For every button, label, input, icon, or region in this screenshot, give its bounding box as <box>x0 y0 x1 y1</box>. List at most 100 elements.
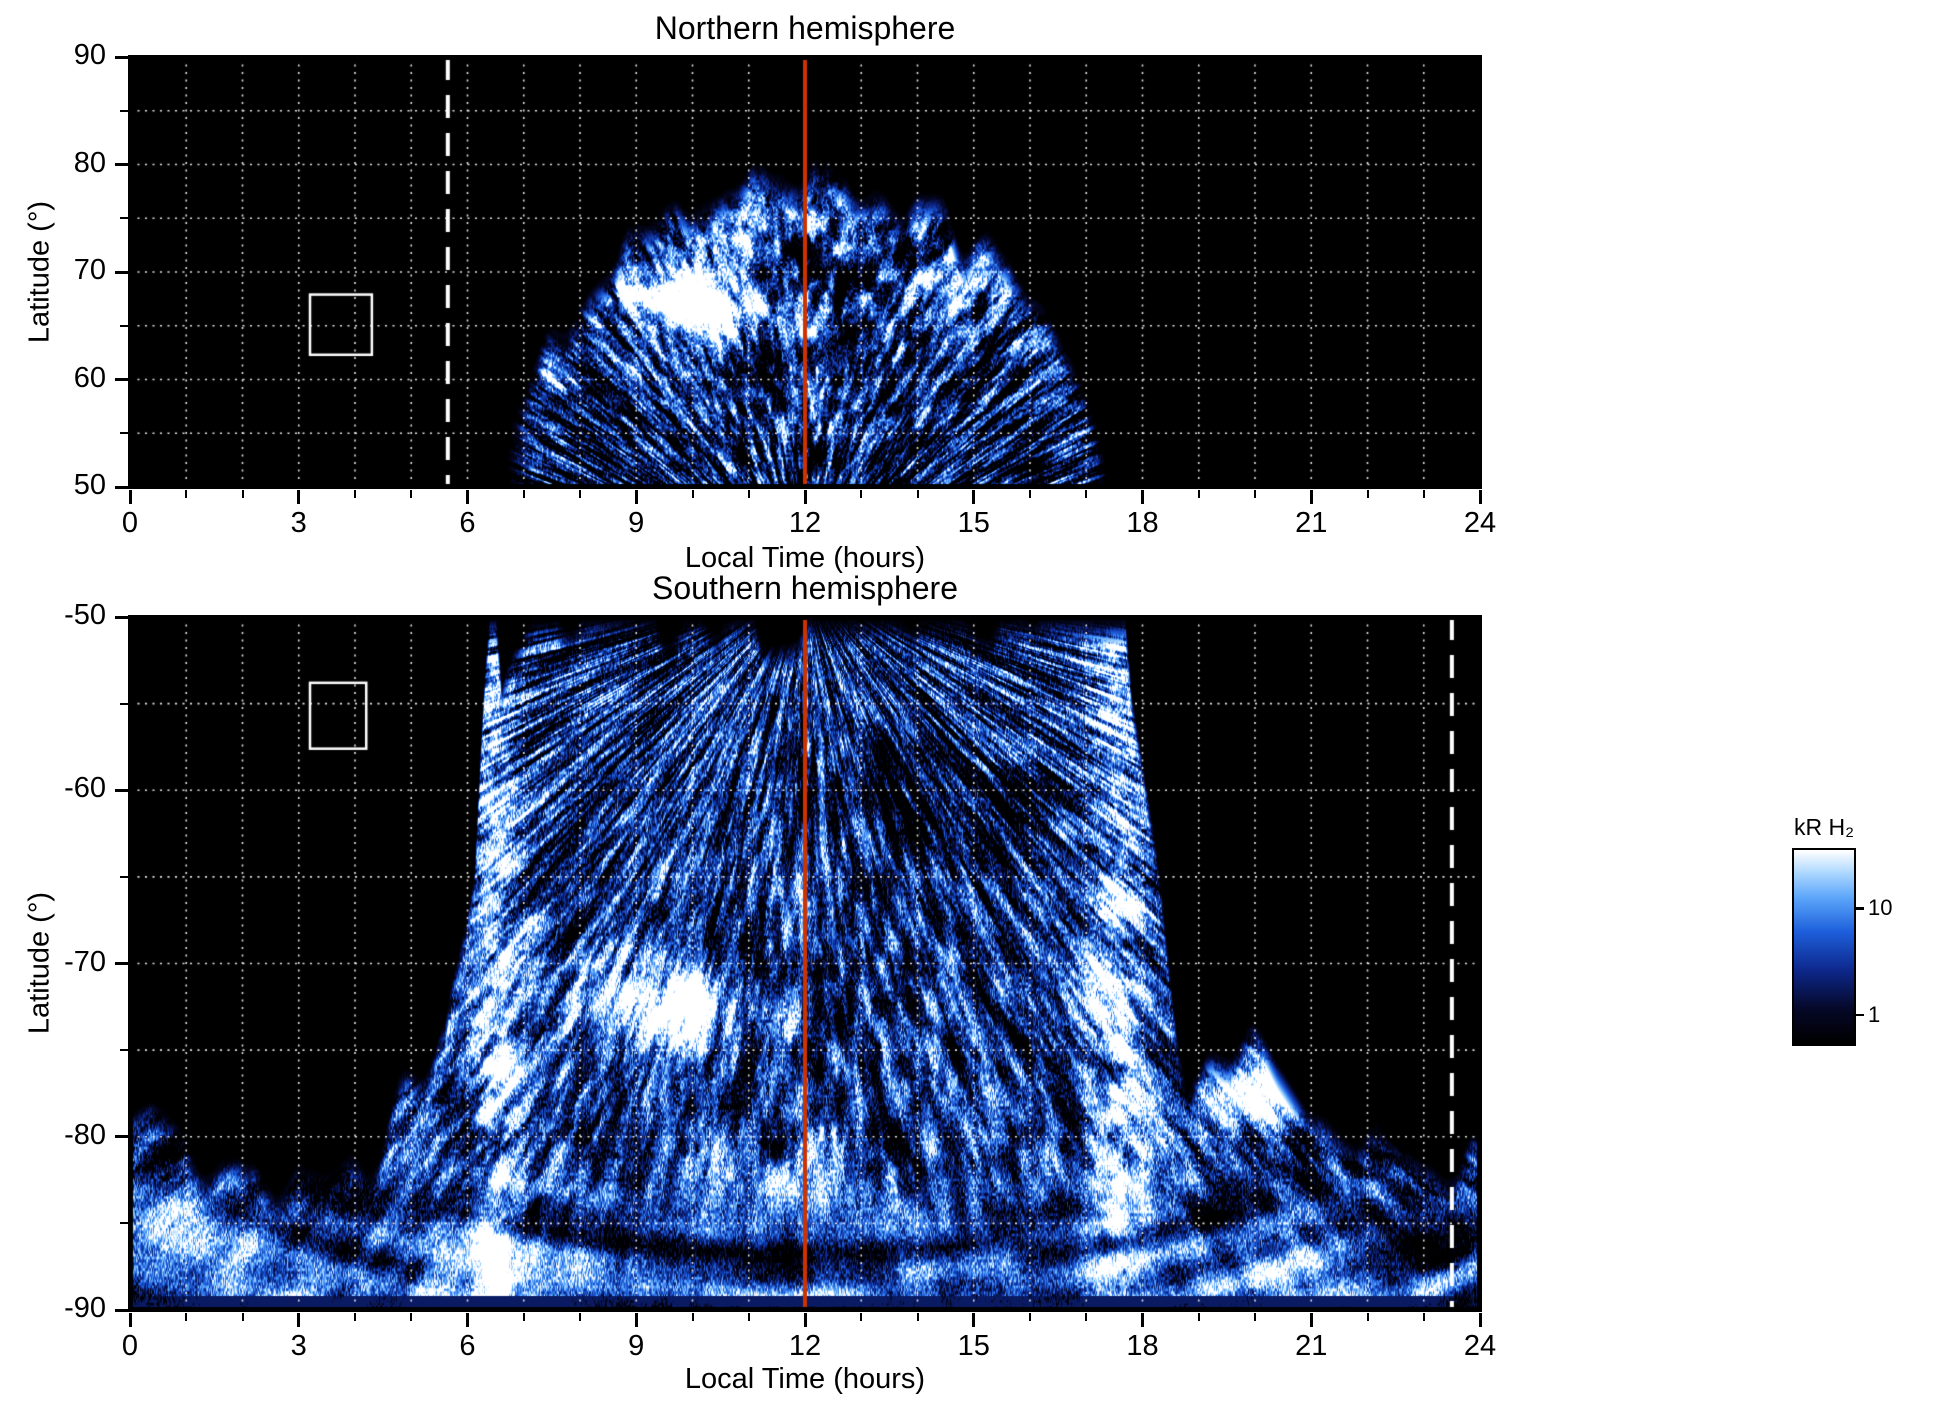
x-minor-tick <box>185 1313 188 1321</box>
x-major-tick <box>1478 490 1482 504</box>
north-panel-title: Northern hemisphere <box>654 10 956 46</box>
x-tick-label: 24 <box>1463 507 1497 539</box>
y-major-tick <box>115 378 129 381</box>
x-minor-tick <box>579 1313 581 1321</box>
y-tick-label: 70 <box>73 254 106 287</box>
x-minor-tick <box>1422 1313 1425 1321</box>
x-major-tick <box>972 1313 976 1327</box>
x-minor-tick <box>1422 490 1425 498</box>
x-tick-label: 9 <box>628 1330 645 1362</box>
colorbar-title: kR H₂ <box>1793 814 1855 840</box>
x-minor-tick <box>185 490 188 498</box>
x-tick-label: 6 <box>459 507 476 539</box>
x-minor-tick <box>691 490 694 498</box>
x-major-tick <box>634 1313 638 1327</box>
x-minor-tick <box>747 490 750 498</box>
x-minor-tick <box>1029 1313 1031 1321</box>
x-minor-tick <box>354 1313 356 1321</box>
x-major-tick <box>466 1313 469 1327</box>
y-tick-label: -90 <box>64 1292 106 1325</box>
x-major-tick <box>297 1313 301 1327</box>
y-tick-label: -60 <box>64 772 106 805</box>
x-tick-label: 12 <box>788 1330 822 1362</box>
y-major-tick <box>115 1135 129 1139</box>
x-tick-label: 3 <box>290 507 307 539</box>
y-tick-label: 90 <box>73 39 106 72</box>
y-minor-tick <box>120 1049 129 1052</box>
x-tick-label: 18 <box>1126 1330 1159 1362</box>
x-minor-tick <box>410 1313 413 1321</box>
y-minor-tick <box>120 702 129 705</box>
x-minor-tick <box>241 490 244 498</box>
x-major-tick <box>1141 490 1144 504</box>
x-minor-tick <box>1197 1313 1200 1321</box>
x-major-tick <box>128 1313 132 1327</box>
x-minor-tick <box>522 1313 525 1321</box>
south-heatmap-canvas <box>130 617 1480 1310</box>
y-minor-tick <box>120 109 129 112</box>
y-major-tick <box>115 163 129 166</box>
colorbar-tick <box>1856 907 1864 910</box>
y-tick-label: 60 <box>73 361 106 394</box>
y-major-tick <box>115 1308 129 1312</box>
colorbar: kR H₂ 10 1 <box>1792 814 1892 1046</box>
x-minor-tick <box>1366 1313 1369 1321</box>
north-heatmap-panel <box>130 57 1480 487</box>
x-tick-label: 21 <box>1295 1330 1328 1362</box>
x-major-tick <box>1309 490 1313 504</box>
y-minor-tick <box>120 217 129 220</box>
y-minor-tick <box>120 1222 129 1225</box>
south-panel-title: Southern hemisphere <box>652 570 958 606</box>
x-minor-tick <box>1197 490 1200 498</box>
x-minor-tick <box>860 490 863 498</box>
x-minor-tick <box>1085 490 1088 498</box>
x-tick-label: 3 <box>290 1330 307 1362</box>
y-major-tick <box>115 962 129 965</box>
x-tick-label: 18 <box>1126 507 1159 539</box>
y-major-tick <box>115 55 129 59</box>
x-tick-label: 15 <box>957 507 990 539</box>
colorbar-tick-label: 1 <box>1868 1001 1881 1027</box>
x-tick-label: 15 <box>957 1330 990 1362</box>
colorbar-gradient <box>1792 848 1856 1046</box>
x-tick-label: 0 <box>121 1330 139 1362</box>
south-heatmap-panel <box>130 617 1480 1310</box>
y-tick-label: 50 <box>73 469 106 502</box>
y-tick-label: -80 <box>64 1118 106 1151</box>
x-major-tick <box>128 490 132 504</box>
x-major-tick <box>297 490 301 504</box>
colorbar-tick <box>1856 1013 1864 1017</box>
y-tick-label: -70 <box>64 945 106 978</box>
x-minor-tick <box>1029 490 1031 498</box>
x-tick-label: 21 <box>1295 507 1328 539</box>
y-major-tick <box>115 270 129 274</box>
x-minor-tick <box>1366 490 1369 498</box>
x-tick-label: 0 <box>121 507 139 539</box>
x-major-tick <box>1309 1313 1313 1327</box>
x-minor-tick <box>916 490 919 498</box>
y-major-tick <box>115 788 129 792</box>
x-tick-label: 12 <box>788 507 822 539</box>
y-minor-tick <box>120 324 129 327</box>
x-major-tick <box>1141 1313 1144 1327</box>
x-minor-tick <box>410 490 413 498</box>
north-x-axis-label: Local Time (hours) <box>684 542 926 574</box>
x-minor-tick <box>860 1313 863 1321</box>
x-minor-tick <box>522 490 525 498</box>
x-major-tick <box>634 490 638 504</box>
south-x-axis-label: Local Time (hours) <box>684 1363 926 1395</box>
x-major-tick <box>803 490 807 504</box>
x-minor-tick <box>747 1313 750 1321</box>
y-minor-tick <box>120 432 129 435</box>
x-tick-label: 6 <box>459 1330 476 1362</box>
x-major-tick <box>466 490 469 504</box>
x-minor-tick <box>1254 1313 1256 1321</box>
x-major-tick <box>972 490 976 504</box>
x-tick-label: 24 <box>1463 1330 1497 1362</box>
y-tick-label: 80 <box>73 146 106 179</box>
x-major-tick <box>1478 1313 1482 1327</box>
y-minor-tick <box>120 875 129 878</box>
y-tick-label: -50 <box>64 599 106 632</box>
colorbar-tick-label: 10 <box>1868 895 1893 921</box>
